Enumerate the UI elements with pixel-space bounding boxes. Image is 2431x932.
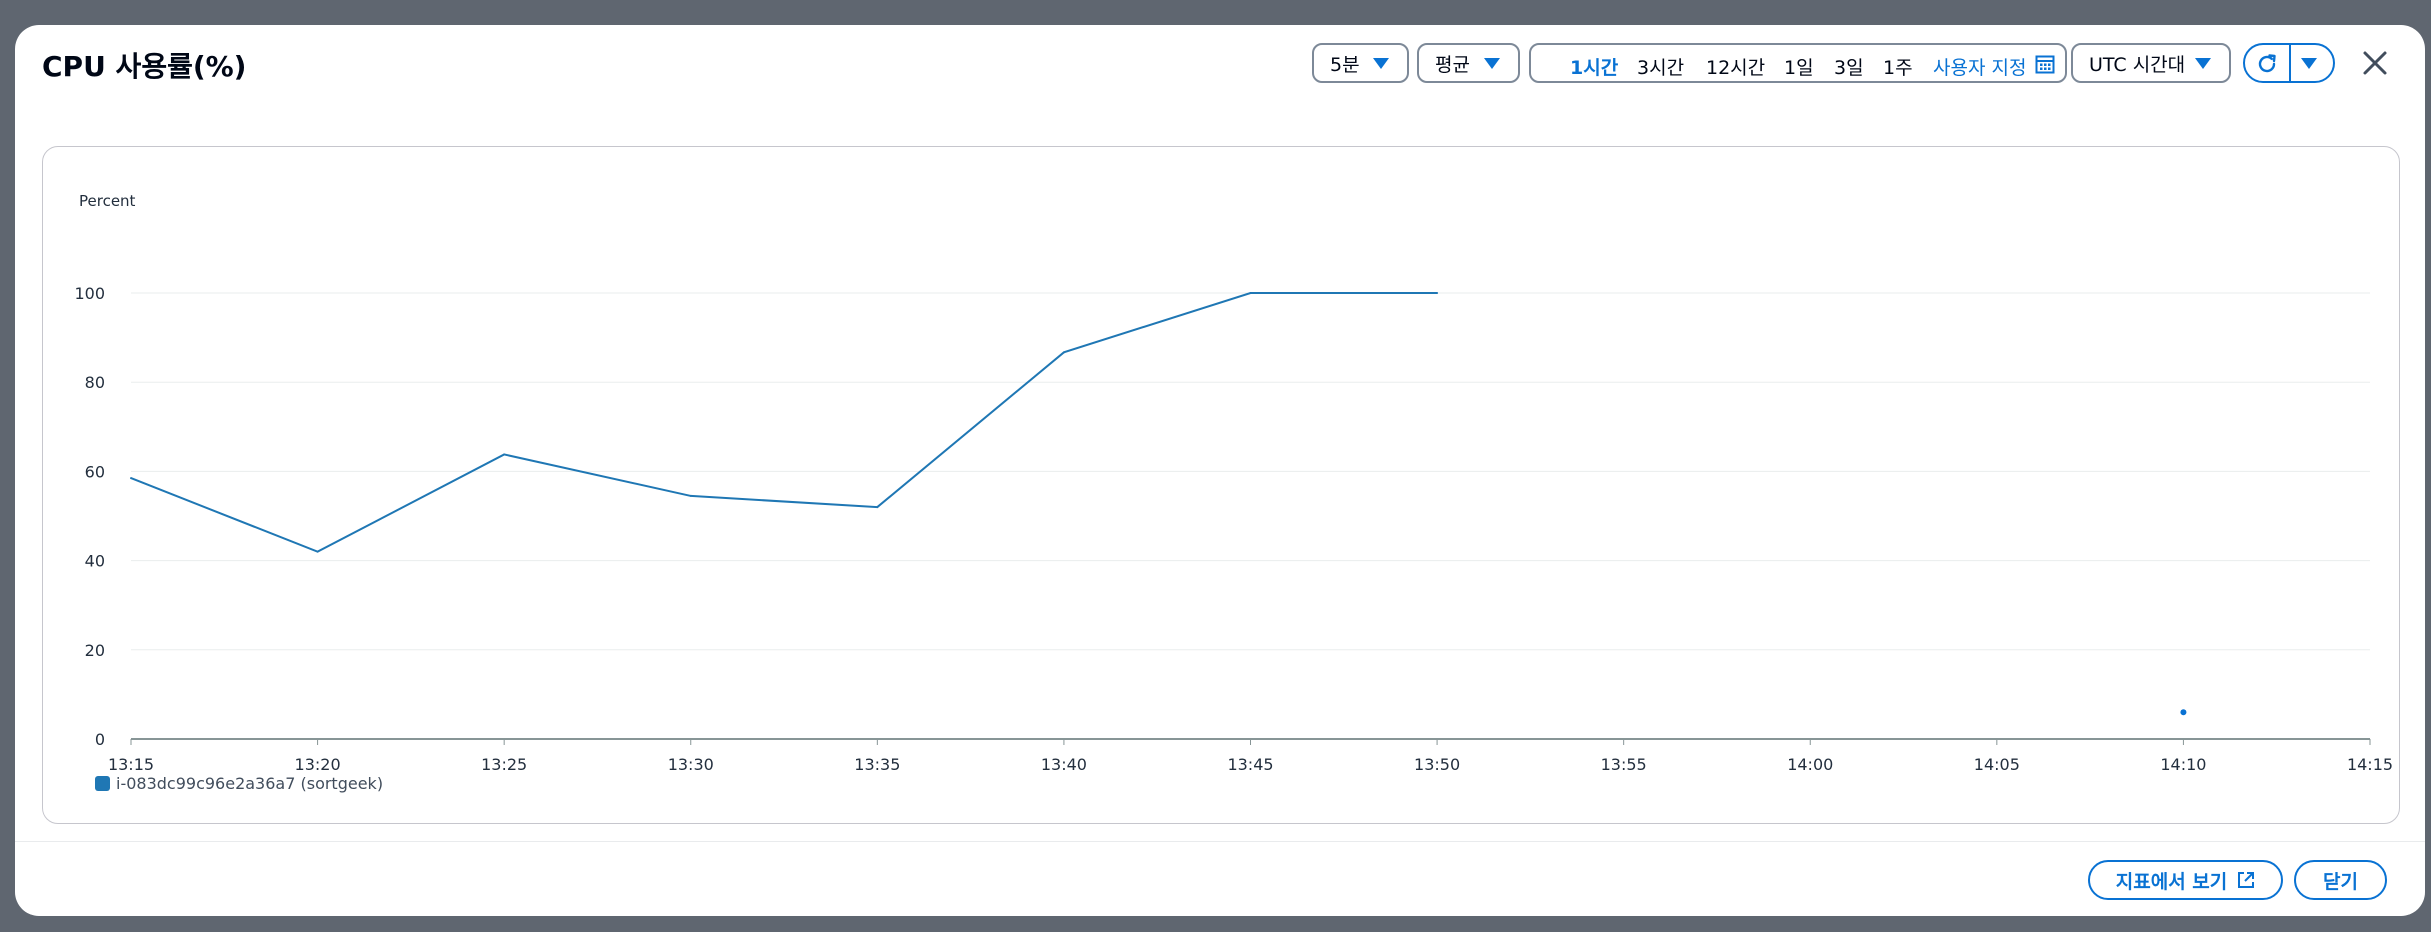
refresh-divider [2289, 45, 2291, 81]
time-range-selector: 1시간 3시간 12시간 1일 3일 1주 사용자 지정 [1529, 43, 2067, 83]
x-tick-label: 13:40 [1041, 755, 1087, 774]
refresh-icon[interactable] [2255, 52, 2279, 76]
x-tick-label: 13:50 [1414, 755, 1460, 774]
time-range-3d[interactable]: 3일 [1834, 57, 1864, 79]
x-tick-label: 14:15 [2347, 755, 2393, 774]
x-tick-label: 13:15 [108, 755, 154, 774]
data-point [689, 494, 692, 497]
statistic-select[interactable]: 평균 [1417, 43, 1520, 83]
data-point [1062, 351, 1065, 354]
time-range-1w[interactable]: 1주 [1883, 57, 1913, 79]
footer-divider [15, 841, 2425, 842]
time-range-1h[interactable]: 1시간 [1570, 57, 1619, 79]
x-tick-label: 14:00 [1787, 755, 1833, 774]
close-button[interactable]: 닫기 [2294, 860, 2387, 900]
external-link-icon [2238, 872, 2255, 888]
modal-title: CPU 사용률(%) [42, 50, 247, 83]
y-axis-label: Percent [79, 192, 136, 210]
data-point [1249, 292, 1252, 294]
y-tick-label: 80 [85, 373, 105, 392]
y-tick-label: 40 [85, 552, 105, 571]
x-tick-label: 13:20 [295, 755, 341, 774]
view-in-metrics-button[interactable]: 지표에서 보기 [2088, 860, 2283, 900]
period-select[interactable]: 5분 [1312, 43, 1409, 83]
y-tick-label: 0 [95, 730, 105, 749]
caret-down-icon [1484, 58, 1500, 69]
y-tick-label: 20 [85, 641, 105, 660]
cpu-usage-chart: Percent 0 20 40 60 80 100 13:15 13:20 13:25 13:3… [74, 192, 2393, 793]
y-tick-label: 100 [74, 284, 105, 303]
data-point [876, 506, 879, 509]
time-range-12h[interactable]: 12시간 [1706, 57, 1766, 79]
time-range-1d[interactable]: 1일 [1784, 57, 1814, 79]
timezone-select-label: UTC 시간대 [2089, 53, 2186, 76]
x-tick-label: 13:30 [668, 755, 714, 774]
cpu-usage-modal: CPU 사용률(%) 5분 평균 1시간 3시간 12시간 1일 3일 1주 사… [15, 25, 2425, 916]
caret-down-icon[interactable] [2301, 58, 2317, 69]
view-in-metrics-label: 지표에서 보기 [2115, 870, 2228, 893]
caret-down-icon [1373, 58, 1389, 69]
data-point [1436, 292, 1439, 294]
series-line [130, 292, 1438, 553]
chart-container: Percent 0 20 40 60 80 100 13:15 13:20 13:25 13:3… [42, 146, 2400, 824]
x-tick-label: 13:35 [854, 755, 900, 774]
x-tick-label: 13:45 [1227, 755, 1273, 774]
data-point [130, 477, 132, 480]
custom-range-button[interactable]: 사용자 지정 [1933, 57, 2027, 79]
x-tick-label: 13:25 [481, 755, 527, 774]
x-tick-label: 13:55 [1601, 755, 1647, 774]
refresh-button-group [2243, 43, 2335, 83]
time-range-3h[interactable]: 3시간 [1637, 57, 1685, 79]
timezone-select[interactable]: UTC 시간대 [2071, 43, 2231, 83]
close-icon[interactable] [2355, 43, 2395, 83]
y-tick-label: 60 [85, 462, 105, 481]
x-tick-label: 14:05 [1974, 755, 2020, 774]
cursor-marker [2180, 709, 2187, 716]
period-select-label: 5분 [1330, 53, 1360, 76]
x-tick-label: 14:10 [2160, 755, 2206, 774]
legend-swatch[interactable] [95, 776, 110, 791]
data-point [316, 550, 319, 553]
close-button-label: 닫기 [2323, 870, 2358, 893]
statistic-select-label: 평균 [1435, 53, 1470, 76]
legend-label[interactable]: i-083dc99c96e2a36a7 (sortgeek) [116, 774, 383, 793]
data-point [503, 453, 506, 456]
caret-down-icon [2195, 58, 2211, 69]
calendar-icon[interactable] [2035, 54, 2055, 74]
